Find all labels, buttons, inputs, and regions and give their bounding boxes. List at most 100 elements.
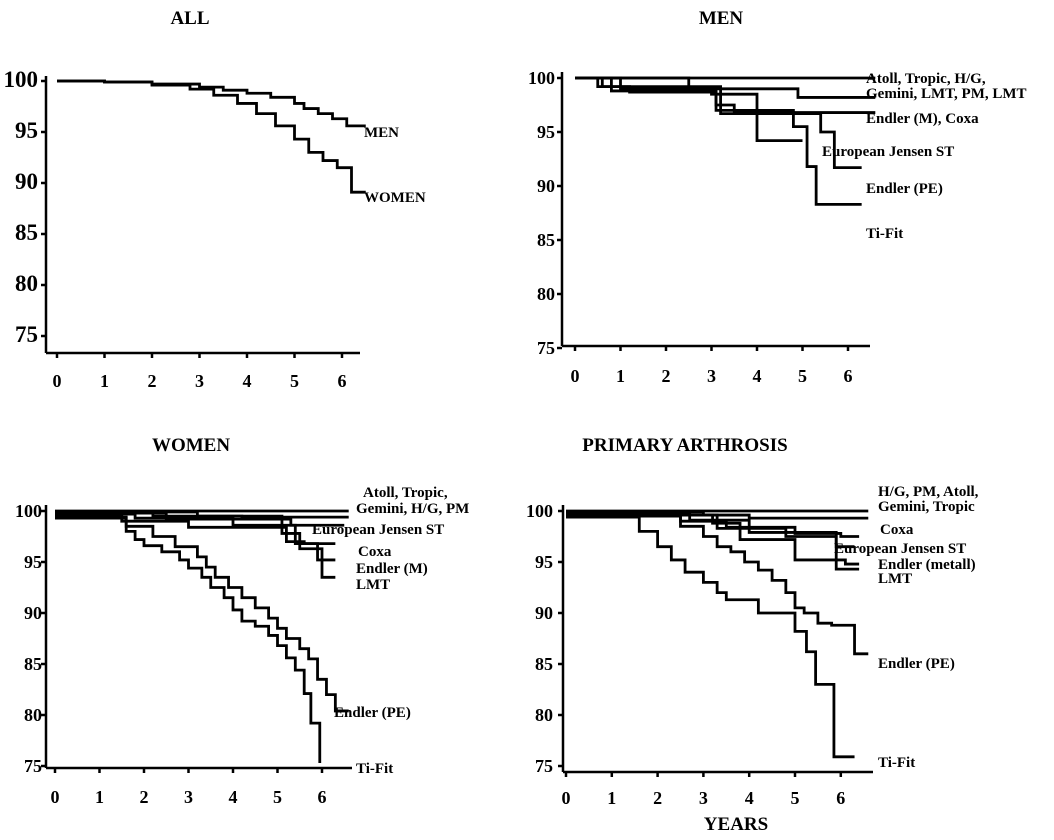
series-line-lmt bbox=[55, 510, 336, 579]
y-tick-label: 80 bbox=[15, 271, 38, 296]
series-line-ti-fit bbox=[566, 515, 855, 759]
y-tick-label: 95 bbox=[535, 552, 553, 572]
y-tick-label: 95 bbox=[537, 122, 555, 142]
series-label-ti-fit: Ti-Fit bbox=[356, 761, 393, 777]
x-tick-label: 5 bbox=[798, 366, 807, 386]
chart-panel-all: ALL 100 95 90 85 80 75 0 1 2 3 4 5 6 MEN WOMEN bbox=[4, 8, 426, 391]
series-label-european-jensen-st: European Jensen ST bbox=[822, 144, 954, 160]
x-tick-label: 5 bbox=[791, 788, 800, 808]
series-label-gemini-h-g-pm: Gemini, H/G, PM bbox=[356, 501, 469, 517]
x-tick-label: 4 bbox=[753, 366, 762, 386]
series-label-atoll-tropic-h-g: Atoll, Tropic, H/G, bbox=[866, 71, 986, 87]
y-tick-label: 75 bbox=[24, 756, 42, 776]
y-tick-label: 85 bbox=[24, 654, 42, 674]
y-tick-label: 90 bbox=[537, 176, 555, 196]
chart-title: PRIMARY ARTHROSIS bbox=[582, 435, 787, 456]
series-line-lmt bbox=[566, 513, 860, 571]
series-label-gemini-lmt-pm-lmt: Gemini, LMT, PM, LMT bbox=[866, 86, 1027, 102]
x-tick-label: 0 bbox=[53, 371, 62, 391]
y-tick-label: 95 bbox=[15, 118, 38, 143]
y-tick-label: 90 bbox=[535, 603, 553, 623]
y-tick-label: 100 bbox=[526, 501, 553, 521]
x-tick-label: 2 bbox=[148, 371, 157, 391]
y-tick-label: 85 bbox=[537, 230, 555, 250]
series-label-lmt: LMT bbox=[878, 571, 912, 587]
y-tick-label: 75 bbox=[15, 322, 38, 347]
series-label-endler-pe: Endler (PE) bbox=[878, 656, 955, 672]
x-tick-label: 1 bbox=[100, 371, 109, 391]
chart-title: MEN bbox=[699, 8, 744, 29]
series-line-gemini-lmt-pm-lmt bbox=[575, 76, 876, 99]
y-tick-label: 90 bbox=[15, 169, 38, 194]
series-label-endler-m-coxa: Endler (M), Coxa bbox=[866, 111, 979, 127]
series-line-men bbox=[57, 79, 366, 128]
series-label-european-jensen-st: European Jensen ST bbox=[312, 522, 444, 538]
series-label-european-jensen-st: European Jensen ST bbox=[834, 541, 966, 557]
x-tick-label: 5 bbox=[273, 787, 282, 807]
series-line-endler-pe bbox=[575, 76, 862, 170]
x-tick-label: 4 bbox=[229, 787, 238, 807]
series-label-endler-pe: Endler (PE) bbox=[334, 705, 411, 721]
y-tick-label: 100 bbox=[15, 501, 42, 521]
series-line-endler-metall bbox=[566, 513, 860, 566]
y-tick-label: 75 bbox=[537, 338, 555, 358]
chart-panel-primary-arthrosis: PRIMARY ARTHROSIS 100 95 90 85 80 75 0 1 2 3 4 5 6 H/G… bbox=[526, 435, 979, 808]
chart-panel-men: MEN 100 95 90 85 80 75 0 1 2 3 4 5 6 Atoll, Tropic, H/… bbox=[528, 8, 1027, 386]
series-label-coxa: Coxa bbox=[880, 522, 914, 538]
x-tick-label: 6 bbox=[844, 366, 853, 386]
y-tick-label: 80 bbox=[537, 284, 555, 304]
x-tick-label: 0 bbox=[51, 787, 60, 807]
x-tick-label: 0 bbox=[571, 366, 580, 386]
series-label-h-g-pm-atoll: H/G, PM, Atoll, bbox=[878, 484, 979, 500]
x-tick-label: 6 bbox=[338, 371, 347, 391]
series-label-endler-pe: Endler (PE) bbox=[866, 181, 943, 197]
series-label-ti-fit: Ti-Fit bbox=[878, 755, 915, 771]
x-tick-label: 2 bbox=[662, 366, 671, 386]
series-label-gemini-tropic: Gemini, Tropic bbox=[878, 499, 975, 515]
series-label-men: MEN bbox=[364, 125, 399, 141]
chart-title: WOMEN bbox=[152, 435, 230, 456]
y-tick-label: 100 bbox=[4, 67, 39, 92]
y-tick-label: 80 bbox=[535, 705, 553, 725]
x-tick-label: 2 bbox=[140, 787, 149, 807]
y-tick-label: 75 bbox=[535, 756, 553, 776]
y-tick-label: 85 bbox=[15, 220, 38, 245]
x-tick-label: 4 bbox=[243, 371, 252, 391]
y-tick-label: 90 bbox=[24, 603, 42, 623]
x-tick-label: 4 bbox=[745, 788, 754, 808]
series-line-endler-pe bbox=[566, 514, 869, 656]
chart-title: ALL bbox=[170, 8, 209, 29]
x-tick-label: 6 bbox=[318, 787, 327, 807]
x-axis-title: YEARS bbox=[704, 814, 768, 835]
series-label-endler-metall: Endler (metall) bbox=[878, 557, 976, 573]
x-tick-label: 2 bbox=[653, 788, 662, 808]
y-tick-label: 80 bbox=[24, 705, 42, 725]
series-line-ti-fit bbox=[575, 76, 862, 206]
x-tick-label: 1 bbox=[95, 787, 104, 807]
series-label-lmt: LMT bbox=[356, 577, 390, 593]
series-label-coxa: Coxa bbox=[358, 544, 392, 560]
x-tick-label: 3 bbox=[707, 366, 716, 386]
x-tick-label: 3 bbox=[184, 787, 193, 807]
y-tick-label: 95 bbox=[24, 552, 42, 572]
series-line-endler-m bbox=[55, 512, 336, 562]
series-label-endler-m: Endler (M) bbox=[356, 561, 428, 577]
x-tick-label: 0 bbox=[562, 788, 571, 808]
y-tick-label: 100 bbox=[528, 68, 555, 88]
series-line-women bbox=[57, 79, 366, 194]
x-tick-label: 1 bbox=[616, 366, 625, 386]
series-label-ti-fit: Ti-Fit bbox=[866, 226, 903, 242]
series-line-ti-fit bbox=[55, 515, 322, 763]
series-label-atoll-tropic: Atoll, Tropic, bbox=[363, 485, 448, 501]
x-tick-label: 5 bbox=[290, 371, 299, 391]
x-tick-label: 3 bbox=[699, 788, 708, 808]
x-tick-label: 1 bbox=[607, 788, 616, 808]
x-tick-label: 3 bbox=[195, 371, 204, 391]
series-label-women: WOMEN bbox=[364, 190, 426, 206]
y-tick-label: 85 bbox=[535, 654, 553, 674]
x-tick-label: 6 bbox=[836, 788, 845, 808]
chart-panel-women: WOMEN 100 95 90 85 80 75 0 1 2 3 4 5 6 Atoll, Tropic,G… bbox=[15, 435, 469, 807]
series-line-endler-pe bbox=[55, 516, 349, 713]
